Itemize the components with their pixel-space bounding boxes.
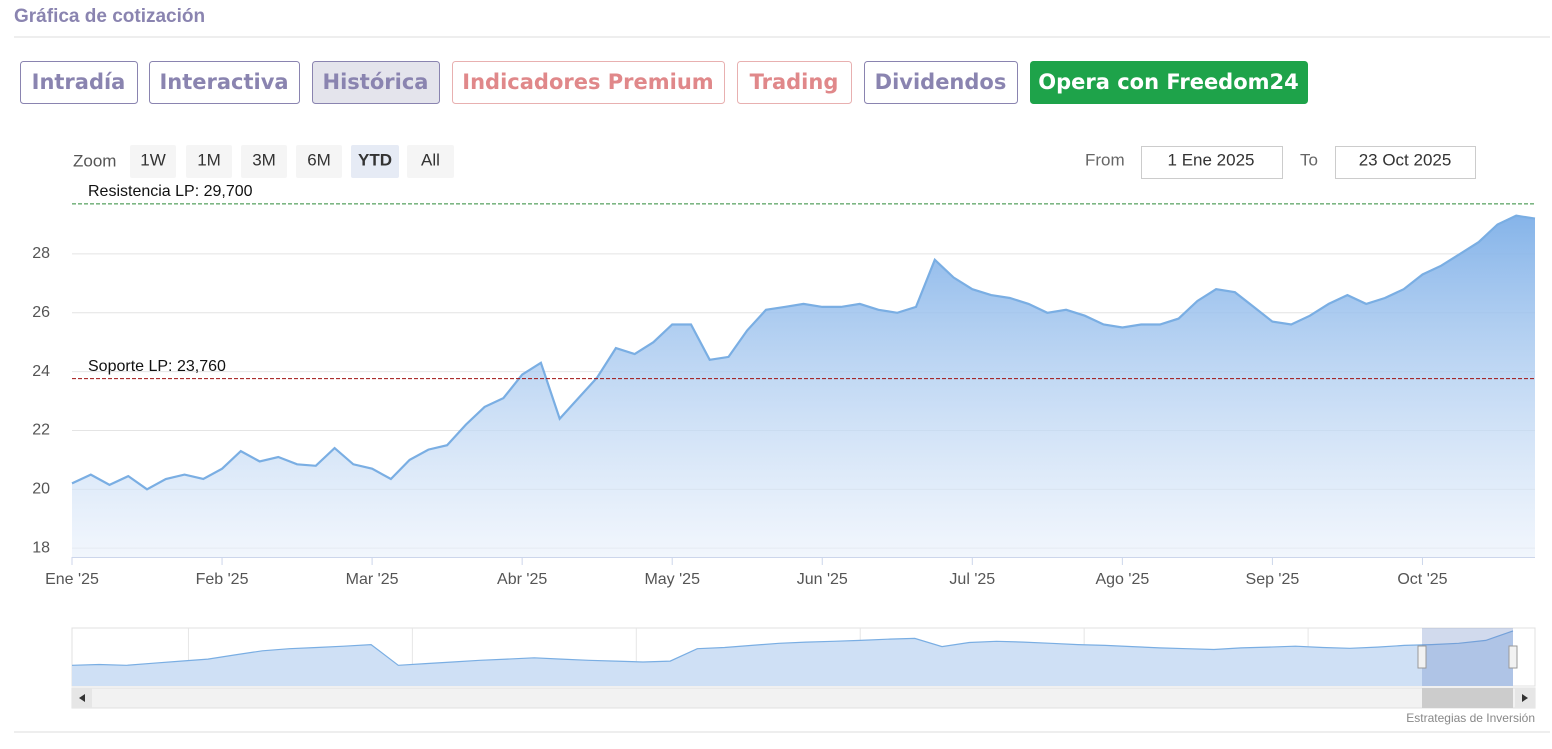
tab-label[interactable]: Trading bbox=[750, 70, 839, 94]
tab-button[interactable] bbox=[312, 61, 440, 104]
scrollbar-track bbox=[71, 687, 1536, 709]
navigator-handle[interactable] bbox=[1417, 645, 1427, 669]
tab-label[interactable]: Interactiva bbox=[159, 70, 288, 94]
to-date[interactable]: 23 Oct 2025 bbox=[1359, 150, 1452, 169]
tab-button[interactable] bbox=[737, 61, 852, 104]
y-tick-label: 24 bbox=[32, 363, 50, 380]
scroll-right-arrow bbox=[1522, 694, 1528, 702]
x-tick-label: Jul '25 bbox=[949, 571, 995, 588]
zoom-button[interactable] bbox=[130, 145, 176, 178]
zoom-button-label[interactable]: 1M bbox=[197, 150, 221, 169]
zoom-button-label[interactable]: YTD bbox=[358, 150, 392, 169]
tab-button[interactable] bbox=[1030, 61, 1308, 104]
x-tick-label: Ene '25 bbox=[45, 571, 99, 588]
zoom-button[interactable] bbox=[407, 145, 454, 178]
tab-button[interactable] bbox=[20, 61, 138, 104]
navigator-handle[interactable] bbox=[1508, 645, 1518, 669]
tab-button[interactable] bbox=[864, 61, 1018, 104]
x-tick-label: Oct '25 bbox=[1397, 571, 1447, 588]
date-input[interactable] bbox=[1335, 146, 1476, 179]
x-tick-label: Ago '25 bbox=[1095, 571, 1149, 588]
zoom-button[interactable] bbox=[241, 145, 287, 178]
y-tick-label: 28 bbox=[32, 245, 50, 262]
date-input[interactable] bbox=[1141, 146, 1283, 179]
tab-label[interactable]: Opera con Freedom24 bbox=[1038, 70, 1299, 94]
navigator-selection[interactable] bbox=[1422, 628, 1513, 686]
zoom-button-label[interactable]: 1W bbox=[140, 150, 166, 169]
zoom-button-label[interactable]: 3M bbox=[252, 150, 276, 169]
scrollbar-thumb[interactable] bbox=[1422, 688, 1513, 708]
navigator-line bbox=[71, 630, 1514, 666]
plot-line-label: Resistencia LP: 29,700 bbox=[88, 183, 253, 200]
y-tick-label: 26 bbox=[32, 304, 50, 321]
page-title: Gráfica de cotización bbox=[14, 6, 205, 27]
zoom-label: Zoom bbox=[73, 151, 116, 170]
x-tick-label: Abr '25 bbox=[497, 571, 547, 588]
zoom-button[interactable] bbox=[351, 145, 399, 178]
zoom-button[interactable] bbox=[296, 145, 342, 178]
tab-label[interactable]: Indicadores Premium bbox=[462, 70, 713, 94]
y-tick-label: 22 bbox=[32, 422, 50, 439]
tab-button[interactable] bbox=[149, 61, 300, 104]
area-fill bbox=[72, 215, 1535, 557]
tab-button[interactable] bbox=[452, 61, 725, 104]
x-tick-label: Jun '25 bbox=[797, 571, 848, 588]
y-tick-label: 18 bbox=[32, 539, 50, 556]
x-tick-label: Sep '25 bbox=[1246, 571, 1300, 588]
from-label: From bbox=[1085, 150, 1125, 169]
from-date[interactable]: 1 Ene 2025 bbox=[1168, 150, 1255, 169]
zoom-button[interactable] bbox=[186, 145, 232, 178]
tab-label[interactable]: Intradía bbox=[32, 70, 126, 94]
navigator-area bbox=[72, 630, 1513, 686]
zoom-button-label[interactable]: 6M bbox=[307, 150, 331, 169]
tab-label[interactable]: Histórica bbox=[323, 70, 429, 94]
price-line bbox=[71, 214, 1536, 491]
plot-line-label: Soporte LP: 23,760 bbox=[88, 358, 226, 375]
tab-label[interactable]: Dividendos bbox=[875, 70, 1007, 94]
zoom-button-label[interactable]: All bbox=[421, 150, 440, 169]
x-tick-label: May '25 bbox=[644, 571, 700, 588]
to-label: To bbox=[1300, 150, 1318, 169]
y-tick-label: 20 bbox=[32, 481, 50, 498]
credit: Estrategias de Inversión bbox=[1406, 711, 1535, 725]
scroll-left-arrow bbox=[79, 694, 85, 702]
x-tick-label: Feb '25 bbox=[196, 571, 249, 588]
x-tick-label: Mar '25 bbox=[346, 571, 399, 588]
